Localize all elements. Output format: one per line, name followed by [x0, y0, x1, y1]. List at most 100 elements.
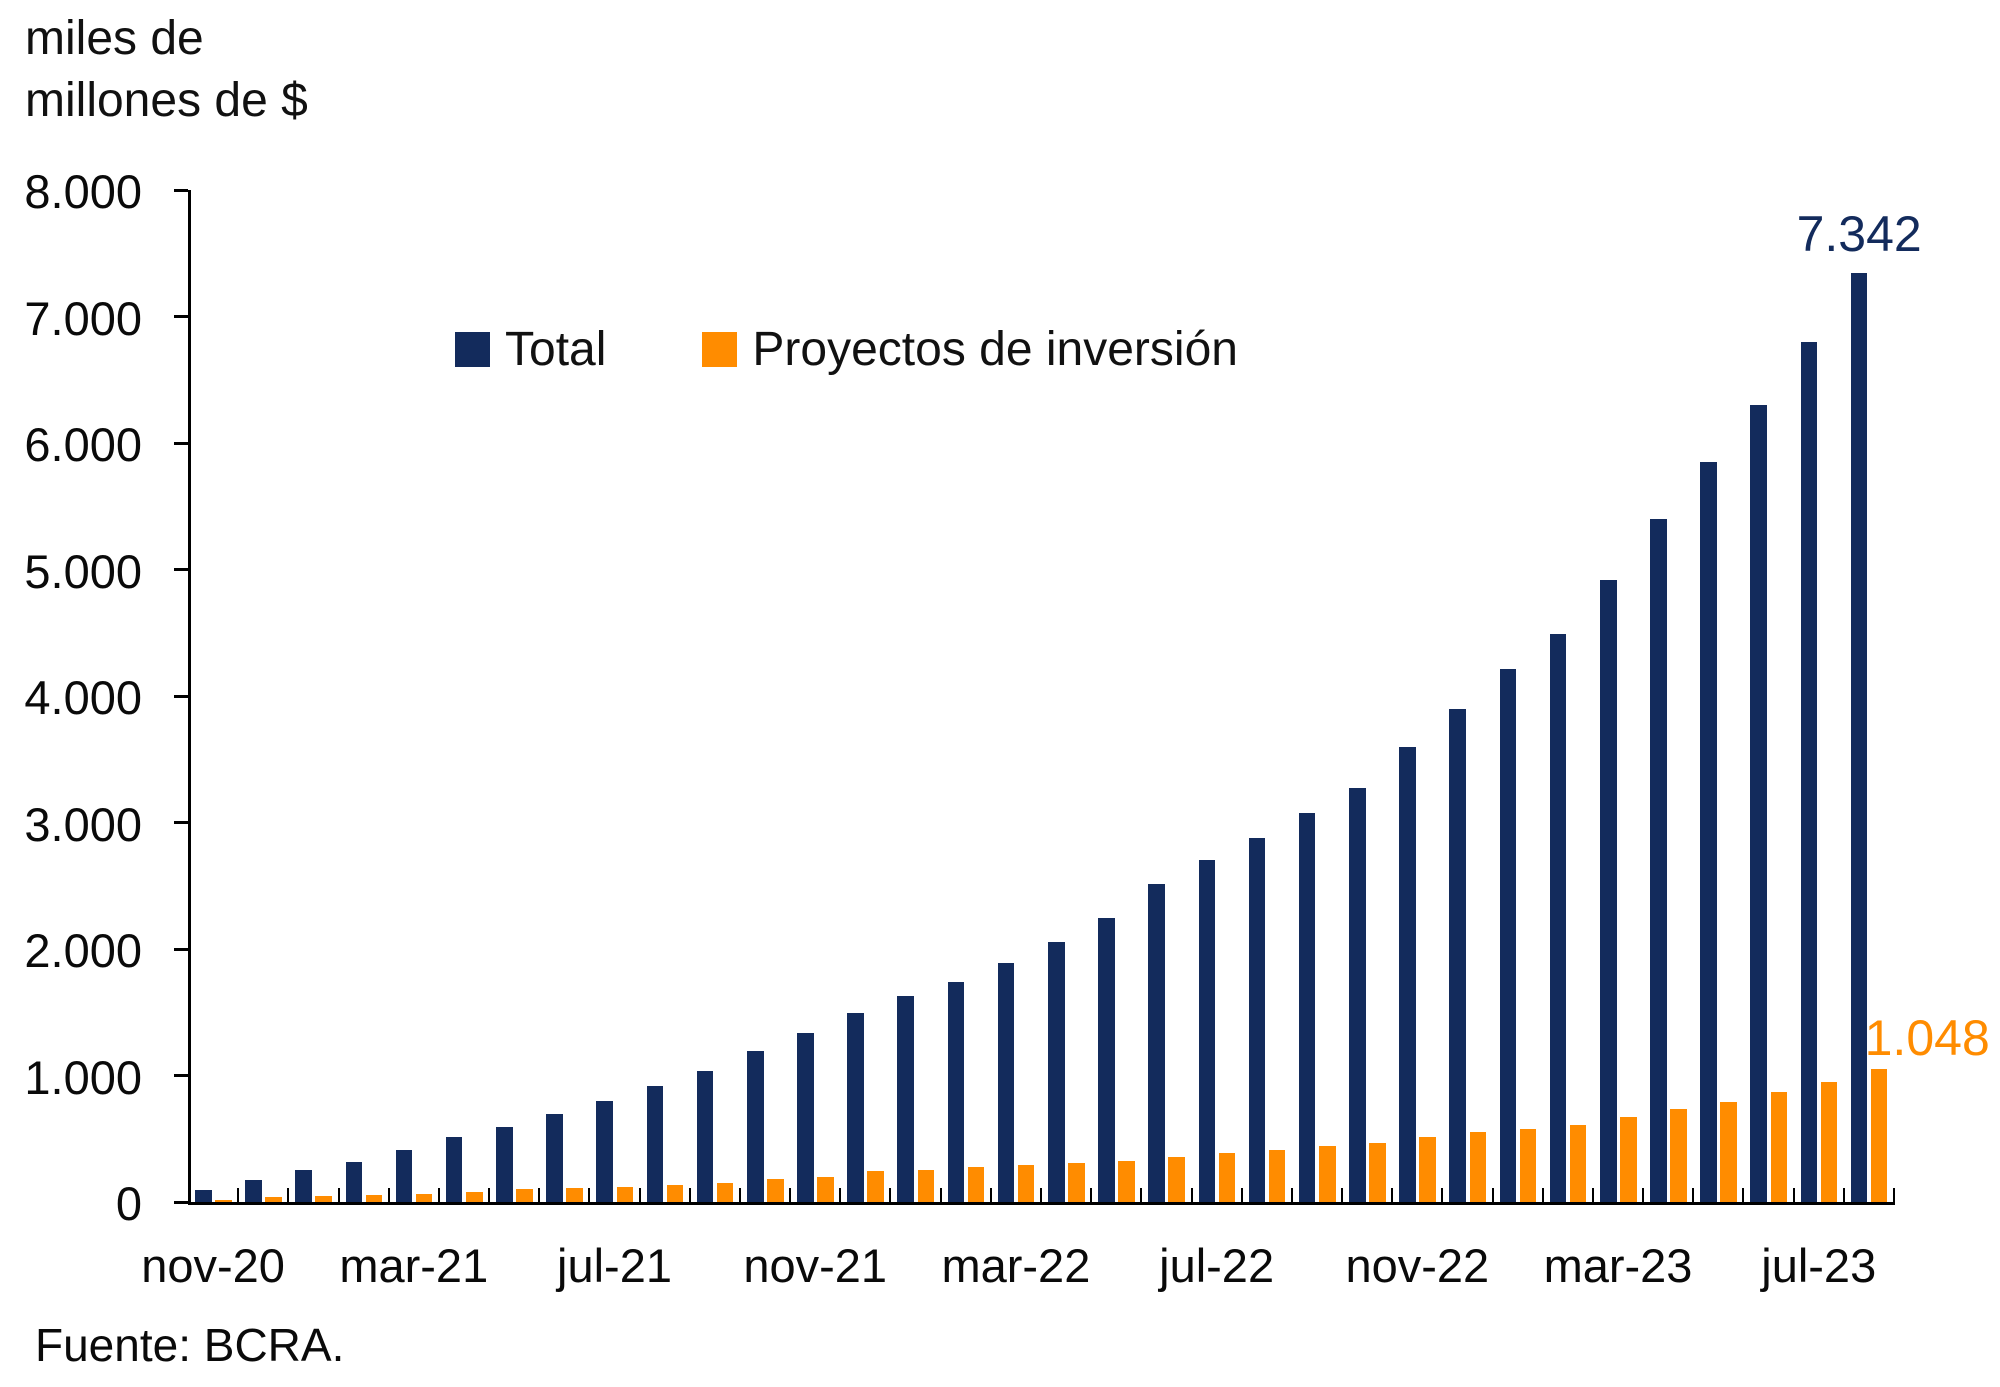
bar-proyectos-mar-21	[415, 1194, 433, 1202]
source-note: Fuente: BCRA.	[35, 1319, 345, 1371]
x-axis-label-jul-22: jul-22	[1159, 1239, 1275, 1292]
bar-total-dic-20	[245, 1180, 262, 1202]
bar-proyectos-jul-21	[616, 1186, 634, 1202]
x-axis-tick	[989, 1188, 992, 1202]
x-axis-tick	[688, 1188, 691, 1202]
x-axis-tick	[1491, 1188, 1494, 1202]
bar-total-oct-22	[1349, 788, 1366, 1202]
x-axis-label-nov-22: nov-22	[1345, 1239, 1490, 1292]
x-axis-tick	[588, 1188, 591, 1202]
y-axis-tick-label: 7.000	[24, 291, 142, 345]
x-axis-tick	[1692, 1188, 1695, 1202]
x-axis-tick	[1792, 1188, 1795, 1202]
x-axis-tick	[538, 1188, 541, 1202]
bar-proyectos-jul-23	[1820, 1081, 1838, 1202]
bar-total-mar-22	[997, 962, 1015, 1202]
data-label-total-last: 7.342	[1796, 206, 1922, 263]
bar-total-mar-21	[395, 1149, 413, 1202]
bar-proyectos-sep-21	[716, 1183, 734, 1202]
y-axis-tick-label: 3.000	[24, 797, 142, 851]
bar-proyectos-ene-21	[315, 1196, 332, 1202]
bar-proyectos-mar-22	[1017, 1165, 1035, 1202]
bar-proyectos-ago-22	[1268, 1150, 1286, 1202]
x-axis-tick	[1842, 1188, 1845, 1202]
y-axis-tick	[174, 821, 188, 824]
x-axis-tick	[237, 1188, 240, 1202]
bar-proyectos-nov-21	[817, 1176, 834, 1202]
x-axis-tick	[337, 1188, 340, 1202]
bar-proyectos-may-21	[516, 1189, 533, 1202]
x-axis-tick	[1341, 1188, 1344, 1202]
legend-label-total: Total	[505, 323, 607, 376]
bar-total-jun-23	[1750, 405, 1768, 1202]
bar-total-ene-22	[897, 996, 915, 1202]
y-axis-tick-label: 1.000	[24, 1050, 142, 1104]
bar-total-may-22	[1098, 918, 1115, 1202]
bar-proyectos-sep-22	[1318, 1146, 1336, 1202]
bar-total-nov-20	[195, 1189, 212, 1202]
x-axis-tick	[1591, 1188, 1594, 1202]
bar-proyectos-nov-22	[1419, 1137, 1436, 1202]
y-axis-tick	[174, 1074, 188, 1077]
bar-total-sep-21	[696, 1071, 714, 1202]
bar-proyectos-ago-23	[1870, 1069, 1888, 1202]
bar-proyectos-abr-21	[465, 1191, 483, 1202]
bar-total-may-21	[496, 1127, 513, 1202]
legend-item-total: Total	[455, 322, 606, 377]
y-axis-tick-label: 4.000	[24, 671, 142, 724]
bar-total-ene-23	[1499, 668, 1517, 1202]
bar-proyectos-mar-23	[1620, 1117, 1637, 1202]
x-axis-tick	[287, 1188, 290, 1202]
bar-total-jul-23	[1800, 341, 1818, 1202]
x-axis-tick	[1893, 1188, 1895, 1202]
y-axis-title-line2: millones de $	[25, 74, 308, 127]
bar-total-abr-21	[445, 1137, 463, 1202]
bar-total-ago-21	[646, 1086, 664, 1202]
bar-proyectos-oct-22	[1369, 1143, 1386, 1202]
x-axis-label-nov-20: nov-20	[141, 1239, 285, 1292]
y-axis-title-line1: miles de	[25, 12, 204, 65]
x-axis-tick	[1742, 1188, 1745, 1202]
x-axis-tick	[789, 1188, 792, 1202]
y-axis-tick	[174, 315, 188, 318]
bar-total-sep-22	[1298, 813, 1316, 1202]
bar-proyectos-nov-20	[215, 1200, 232, 1202]
bar-proyectos-oct-21	[767, 1179, 784, 1202]
bar-total-ene-21	[295, 1170, 312, 1202]
legend: Total Proyectos de inversión	[455, 322, 1238, 377]
legend-item-proyectos: Proyectos de inversión	[702, 322, 1238, 377]
x-axis-tick	[1441, 1188, 1444, 1202]
x-axis-tick	[1040, 1188, 1042, 1202]
bar-proyectos-dic-21	[867, 1171, 884, 1202]
bar-proyectos-jun-22	[1168, 1157, 1185, 1202]
x-axis-line	[188, 1202, 1895, 1205]
bar-total-abr-23	[1650, 518, 1667, 1202]
x-axis-tick	[1290, 1188, 1293, 1202]
y-axis-tick-label: 0	[115, 1177, 142, 1230]
y-axis-tick-label: 6.000	[24, 418, 142, 471]
x-axis-label-mar-23: mar-23	[1543, 1239, 1693, 1292]
y-axis-tick	[174, 188, 188, 192]
bar-proyectos-dic-20	[265, 1197, 282, 1202]
y-axis-tick	[174, 694, 188, 698]
y-axis-title: miles de millones de $	[25, 8, 308, 132]
bar-total-feb-21	[345, 1162, 363, 1202]
bar-total-nov-22	[1399, 746, 1416, 1202]
x-axis-tick	[387, 1188, 390, 1202]
y-axis-tick-label: 2.000	[24, 924, 142, 977]
x-axis-tick	[638, 1188, 641, 1202]
bar-proyectos-jun-23	[1770, 1091, 1788, 1202]
bar-total-dic-21	[847, 1012, 864, 1202]
bar-proyectos-jul-22	[1218, 1153, 1236, 1202]
bar-total-nov-21	[797, 1033, 814, 1202]
x-axis-tick	[1240, 1188, 1243, 1202]
bar-total-ago-22	[1248, 838, 1266, 1202]
bar-total-jun-21	[546, 1114, 563, 1202]
bar-proyectos-abr-22	[1068, 1163, 1085, 1202]
bar-total-mar-23	[1599, 579, 1617, 1202]
bar-proyectos-feb-23	[1569, 1124, 1587, 1202]
data-label-proyectos-last: 1.048	[1864, 1010, 1990, 1067]
bar-proyectos-abr-23	[1670, 1109, 1687, 1202]
bar-total-feb-22	[947, 981, 965, 1202]
